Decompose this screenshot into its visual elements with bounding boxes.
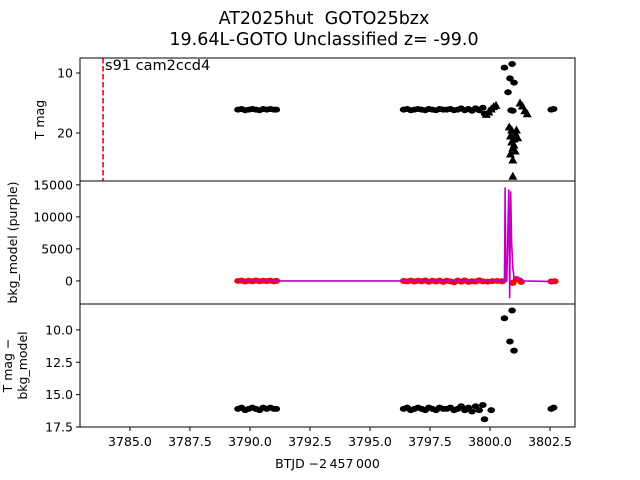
- data-point: [475, 407, 484, 414]
- data-point: [549, 106, 558, 112]
- x-tick-label: 3797.5: [408, 434, 452, 449]
- y-axis-label: T mag: [32, 100, 47, 140]
- data-point: [480, 416, 489, 423]
- upper-limit-marker: [507, 125, 517, 134]
- sector-label: s91 cam2ccd4: [105, 58, 210, 74]
- data-point: [508, 61, 516, 67]
- y-axis-label: bkg_model: [15, 331, 30, 399]
- data-point: [506, 75, 514, 82]
- chart-title-line-1: AT2025hut GOTO25bzx: [218, 9, 430, 29]
- upper-limit-marker: [508, 171, 518, 180]
- y-tick-label: 17.5: [45, 420, 73, 435]
- x-tick-label: 3792.5: [288, 434, 332, 449]
- data-point: [479, 401, 487, 408]
- upper-limit-marker: [508, 155, 518, 164]
- upper-limit-marker: [509, 140, 519, 149]
- panel-2-data: [234, 307, 558, 423]
- panel-frame: [79, 57, 576, 182]
- x-axis-label: BTJD −2 457 000: [275, 456, 380, 471]
- y-tick-label: 15000: [33, 177, 73, 192]
- x-tick-label: 3787.5: [168, 434, 212, 449]
- upper-limit-marker: [522, 109, 532, 118]
- panel-1-data: [234, 187, 559, 299]
- y-tick-label: 20: [57, 126, 73, 141]
- upper-limit-marker: [505, 149, 515, 158]
- bkg-model-line: [237, 187, 557, 299]
- data-point: [479, 104, 487, 111]
- data-point: [272, 106, 281, 113]
- x-tick-label: 3802.5: [528, 434, 572, 449]
- panel-frame: [79, 303, 576, 428]
- data-point: [504, 89, 512, 96]
- x-tick-label: 3800.0: [468, 434, 512, 449]
- y-tick-label: 10.0: [45, 322, 73, 337]
- upper-limit-marker: [491, 100, 501, 109]
- y-axis-label: T mag −: [0, 339, 15, 394]
- data-point: [506, 338, 514, 345]
- x-tick-label: 3795.0: [348, 434, 392, 449]
- y-axis-label: bkg_model (purple): [5, 181, 20, 303]
- y-tick-label: 12.5: [45, 355, 73, 370]
- data-point: [508, 307, 516, 314]
- y-tick-label: 15.0: [45, 387, 73, 402]
- data-point: [510, 347, 518, 354]
- data-point: [487, 407, 496, 414]
- panel-0-data: [234, 61, 558, 180]
- data-point: [510, 79, 518, 86]
- panel-frame: [79, 180, 576, 305]
- data-point: [500, 64, 509, 71]
- data-point: [272, 405, 281, 412]
- data-point: [517, 278, 526, 285]
- x-tick-label: 3790.0: [228, 434, 272, 449]
- data-point: [468, 408, 476, 415]
- y-tick-label: 10000: [33, 209, 73, 224]
- chart-title-line-2: 19.64L-GOTO Unclassified z= -99.0: [169, 30, 479, 50]
- x-tick-label: 3785.0: [108, 434, 152, 449]
- upper-limit-marker: [510, 146, 520, 155]
- y-tick-label: 5000: [41, 241, 73, 256]
- data-point: [509, 107, 517, 114]
- data-point: [549, 404, 558, 411]
- upper-limit-marker: [513, 133, 523, 142]
- y-tick-label: 0: [65, 273, 73, 288]
- data-point: [500, 315, 509, 322]
- y-tick-label: 10: [57, 66, 73, 81]
